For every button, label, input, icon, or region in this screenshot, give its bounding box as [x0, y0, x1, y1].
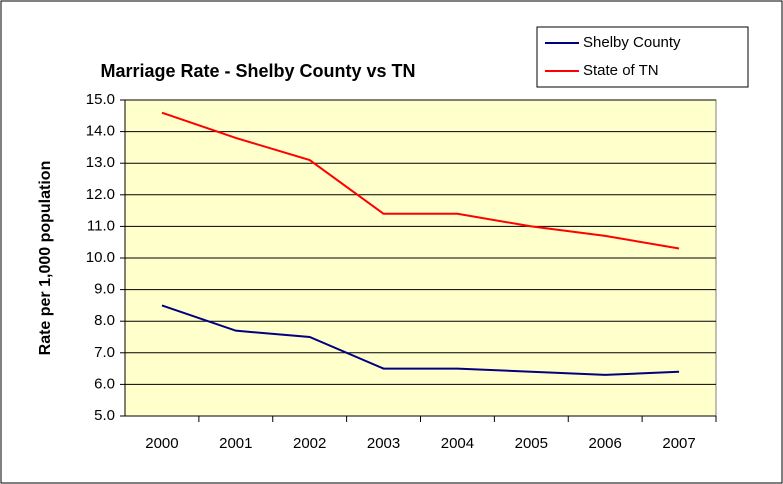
x-tick-label: 2007	[662, 435, 695, 452]
y-axis-title: Rate per 1,000 population	[37, 161, 54, 356]
x-tick-label: 2000	[145, 435, 178, 452]
x-tick-label: 2003	[367, 435, 400, 452]
legend-box	[536, 26, 749, 88]
x-tick-label: 2002	[293, 435, 326, 452]
x-tick-label: 2004	[441, 435, 474, 452]
y-tick-label: 13.0	[86, 154, 115, 171]
y-tick-label: 7.0	[94, 344, 115, 361]
y-tick-label: 15.0	[86, 91, 115, 108]
y-tick-label: 10.0	[86, 249, 115, 266]
y-tick-label: 14.0	[86, 123, 115, 140]
y-tick-label: 8.0	[94, 312, 115, 329]
y-tick-label: 6.0	[94, 375, 115, 392]
y-tick-label: 11.0	[87, 217, 115, 234]
legend-label: State of TN	[583, 62, 659, 79]
series-line	[161, 304, 680, 376]
legend-label: Shelby County	[583, 34, 681, 51]
x-tick-label: 2005	[515, 435, 548, 452]
x-tick-label: 2006	[589, 435, 622, 452]
y-tick-label: 12.0	[86, 186, 115, 203]
chart-title: Marriage Rate - Shelby County vs TN	[100, 61, 415, 81]
series-line	[161, 111, 680, 250]
x-tick-label: 2001	[219, 435, 252, 452]
y-tick-label: 9.0	[94, 281, 115, 298]
y-tick-label: 5.0	[94, 407, 115, 424]
